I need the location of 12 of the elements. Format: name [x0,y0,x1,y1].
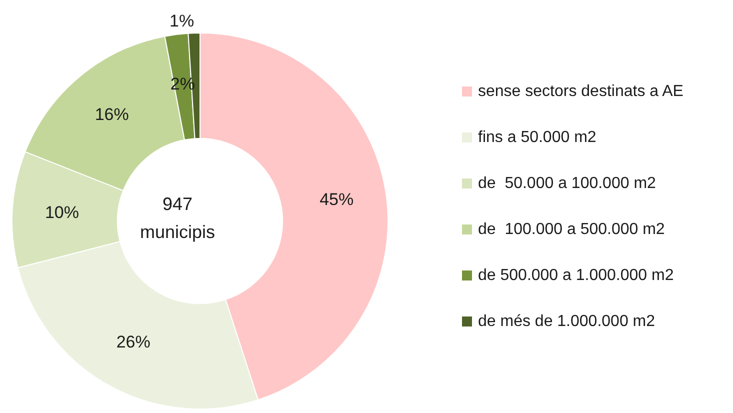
legend-label: de 100.000 a 500.000 m2 [478,221,665,238]
legend-label: fins a 50.000 m2 [478,129,596,146]
text: 947 municipis [140,194,216,242]
data-label: 10% [44,202,79,222]
data-label: 26% [116,332,150,352]
legend-label: de més de 1.000.000 m2 [478,313,656,330]
data-label: 45% [320,190,354,209]
legend-label: sense sectors destinats a AE [478,83,684,100]
data-label: 16% [94,104,129,124]
legend-label: de 500.000 a 1.000.000 m2 [478,267,674,284]
legend-label: de 50.000 a 100.000 m2 [478,175,656,192]
data-label: 1% [170,12,194,31]
